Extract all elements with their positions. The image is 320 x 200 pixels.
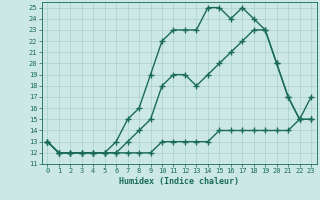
X-axis label: Humidex (Indice chaleur): Humidex (Indice chaleur) [119,177,239,186]
